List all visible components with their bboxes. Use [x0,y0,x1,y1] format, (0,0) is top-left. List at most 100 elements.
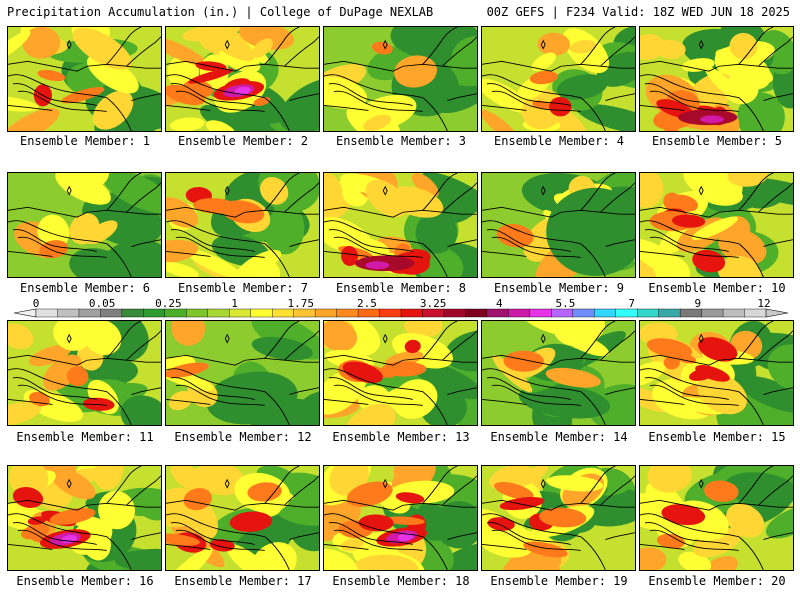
colorbar-tick-label: 1 [231,297,238,310]
colorbar-segment [465,308,488,318]
precip-blob [72,27,132,70]
precip-blob [343,403,396,425]
precip-blob [482,109,520,131]
map-boundary [175,90,265,112]
map-boundary [166,544,211,550]
colorbar-segment [100,308,123,318]
ensemble-member-map[interactable] [165,465,320,571]
precip-blob [234,86,251,95]
map-boundary [482,544,527,550]
ensemble-member-map[interactable] [323,26,478,132]
map-boundary [491,384,581,406]
map-boundary [264,536,290,570]
precip-field [166,321,319,425]
colorbar-segment [357,308,381,318]
map-boundary [284,36,319,67]
precip-blob [37,214,70,250]
map-boundary [333,384,423,406]
ensemble-member-map[interactable] [639,320,794,426]
precip-blob [529,70,558,85]
map-boundary [482,74,581,99]
precip-blob [342,361,383,384]
map-boundary [8,206,161,218]
precip-blob [229,511,273,532]
map-boundary [166,60,319,72]
map-title: Precipitation Accumulation (in.) | Colle… [7,5,434,19]
ensemble-member-label: Ensemble Member: 14 [490,430,628,444]
map-boundary [175,529,265,551]
precip-blob [8,323,34,350]
precip-field [166,466,319,570]
map-boundary [580,321,616,359]
precip-blob [324,173,343,209]
colorbar-segment [250,308,273,318]
precip-field [166,27,319,131]
map-boundary [12,83,97,106]
precip-blob [8,30,31,63]
precip-blob [8,95,39,112]
colorbar-segment [508,308,531,318]
ensemble-member-map[interactable] [165,172,320,278]
colorbar-segment [722,308,746,318]
map-boundary [649,236,739,258]
precip-blob [576,103,635,131]
map-boundary [640,513,739,538]
colorbar-segment [78,308,101,318]
precip-blob [385,516,425,525]
ensemble-member-map[interactable] [481,465,636,571]
map-boundary [170,377,255,400]
precip-blob [21,524,50,540]
map-boundary [422,97,448,131]
map-boundary [605,532,635,541]
ensemble-member-map[interactable] [165,26,320,132]
precip-field [640,173,793,277]
ensemble-member-map[interactable] [7,320,162,426]
precip-blob [394,55,438,88]
ensemble-member-map[interactable] [481,172,636,278]
colorbar-tick-label: 9 [694,297,702,310]
ensemble-member-map[interactable] [323,320,478,426]
precip-blob [434,501,477,549]
map-boundary [126,182,161,213]
ensemble-member-map[interactable] [323,465,478,571]
ensemble-member-map[interactable] [639,26,794,132]
colorbar-segment [121,308,144,318]
ensemble-member-map[interactable] [7,465,162,571]
map-boundary [324,105,369,111]
map-boundary [580,466,616,504]
precip-blob [596,52,635,87]
map-boundary [763,93,793,102]
colorbar-segment [314,308,338,318]
map-boundary [442,36,477,67]
ensemble-member-map[interactable] [639,172,794,278]
precip-blob [672,214,706,228]
precip-blob [737,92,785,131]
precip-blob [640,361,666,387]
precip-field [640,321,793,425]
ensemble-member-map[interactable] [481,26,636,132]
map-boundary [131,239,161,248]
map-boundary [166,399,211,405]
map-boundary [482,60,635,72]
map-boundary [482,499,635,511]
colorbar-segment [658,308,681,318]
ensemble-member-label: Ensemble Member: 7 [177,281,309,295]
map-boundary [447,387,477,396]
map-boundary [758,475,793,506]
ensemble-member-map[interactable] [165,320,320,426]
precip-blob [692,216,738,240]
precip-blob [509,466,549,489]
map-boundary [106,321,142,359]
precip-blob [659,220,697,255]
precip-blob [546,475,604,492]
map-boundary [324,60,477,72]
ensemble-member-map[interactable] [323,172,478,278]
map-boundary [8,368,107,393]
ensemble-member-map[interactable] [639,465,794,571]
ensemble-member-map[interactable] [7,172,162,278]
precip-blob [531,52,557,72]
ensemble-member-map[interactable] [7,26,162,132]
precip-blob [663,355,680,370]
ensemble-member-map[interactable] [481,320,636,426]
precip-blob [22,27,61,59]
